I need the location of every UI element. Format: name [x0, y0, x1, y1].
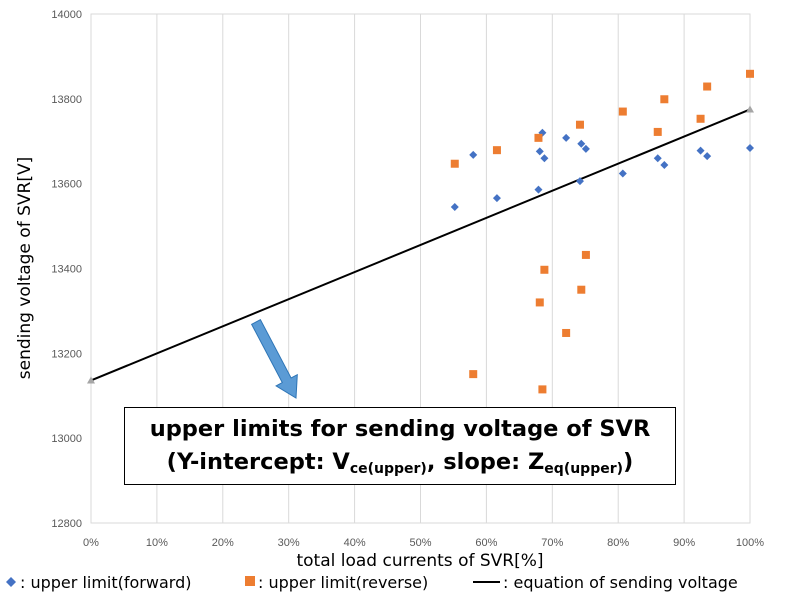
forward-point	[696, 146, 705, 155]
y-tick-label: 13200	[51, 348, 82, 360]
reverse-point	[703, 82, 712, 91]
reverse-point	[562, 328, 571, 337]
forward-point	[653, 154, 662, 163]
reverse-point	[534, 133, 543, 142]
annotation-sub-2: eq(upper)	[544, 461, 624, 477]
y-tick-labels: 12800 13000 13200 13400 13600 13800 14000	[51, 9, 82, 530]
annotation-text-1: (Y-intercept: V	[166, 449, 350, 475]
legend-label-equation: : equation of sending voltage	[503, 573, 738, 592]
reverse-point	[696, 114, 705, 123]
annotation-sub-1: ce(upper)	[349, 461, 427, 477]
legend-label-forward: : upper limit(forward)	[20, 573, 191, 592]
forward-point	[450, 202, 459, 211]
legend-item-forward: : upper limit(forward)	[6, 573, 191, 592]
trend-line-layer	[87, 105, 754, 384]
reverse-point	[575, 120, 584, 129]
x-tick-label: 70%	[541, 537, 563, 549]
forward-point	[746, 144, 754, 153]
annotation-text-3: )	[623, 449, 634, 475]
y-tick-label: 14000	[51, 9, 82, 21]
x-tick-label: 30%	[278, 537, 300, 549]
forward-point	[703, 152, 712, 161]
x-tick-labels: 0% 10% 20% 30% 40% 50% 60% 70% 80% 90% 100%	[83, 537, 764, 549]
forward-point	[469, 150, 478, 159]
reverse-point	[538, 385, 547, 394]
forward-point	[575, 177, 584, 186]
forward-point	[618, 169, 627, 178]
reverse-point	[450, 159, 459, 168]
reverse-point	[577, 285, 586, 294]
forward-point	[581, 144, 590, 153]
legend: : upper limit(forward) : upper limit(rev…	[6, 573, 738, 592]
x-tick-label: 90%	[673, 537, 695, 549]
annotation-line-2: (Y-intercept: Vce(upper), slope: Zeq(upp…	[125, 446, 675, 486]
legend-marker-reverse	[245, 576, 255, 586]
reverse-point	[469, 370, 478, 379]
forward-point	[534, 185, 543, 194]
x-tick-label: 100%	[736, 537, 764, 549]
y-tick-label: 13600	[51, 179, 82, 191]
x-tick-label: 60%	[475, 537, 497, 549]
reverse-point	[746, 69, 754, 78]
equation-line	[90, 108, 751, 382]
reverse-point	[618, 107, 627, 116]
x-tick-label: 80%	[607, 537, 629, 549]
y-tick-label: 13000	[51, 433, 82, 445]
annotation-line-1: upper limits for sending voltage of SVR	[149, 416, 651, 442]
legend-label-reverse: : upper limit(reverse)	[258, 573, 428, 592]
forward-point	[577, 139, 586, 148]
forward-point	[562, 133, 571, 142]
x-tick-label: 0%	[83, 537, 99, 549]
reverse-point	[492, 146, 501, 155]
forward-point	[492, 194, 501, 203]
reverse-point	[653, 127, 662, 136]
x-tick-label: 40%	[344, 537, 366, 549]
reverse-series	[450, 69, 754, 394]
x-axis-title: total load currents of SVR[%]	[296, 551, 543, 571]
equation-endpoint	[87, 376, 95, 384]
annotation-arrow-shape	[250, 319, 298, 399]
reverse-point	[535, 298, 544, 307]
forward-point	[535, 147, 544, 156]
annotation-text-2: , slope: Z	[426, 449, 545, 475]
forward-point	[660, 161, 669, 170]
annotation-arrow	[250, 319, 298, 399]
legend-item-equation: : equation of sending voltage	[473, 573, 738, 592]
plot-area-border	[90, 13, 751, 524]
annotation-box: upper limits for sending voltage of SVR …	[124, 407, 676, 485]
reverse-point	[581, 250, 590, 259]
x-tick-label: 50%	[409, 537, 431, 549]
forward-series	[450, 128, 754, 211]
legend-marker-forward	[6, 577, 16, 587]
y-tick-label: 13400	[51, 264, 82, 276]
equation-endpoint	[746, 105, 754, 113]
reverse-point	[540, 265, 549, 274]
x-tick-label: 20%	[212, 537, 234, 549]
reverse-point	[660, 95, 669, 104]
y-axis-title: sending voltage of SVR[V]	[15, 157, 35, 379]
x-tick-label: 10%	[146, 537, 168, 549]
y-tick-label: 13800	[51, 94, 82, 106]
legend-item-reverse: : upper limit(reverse)	[245, 573, 428, 592]
y-tick-label: 12800	[51, 518, 82, 530]
forward-point	[540, 154, 549, 163]
